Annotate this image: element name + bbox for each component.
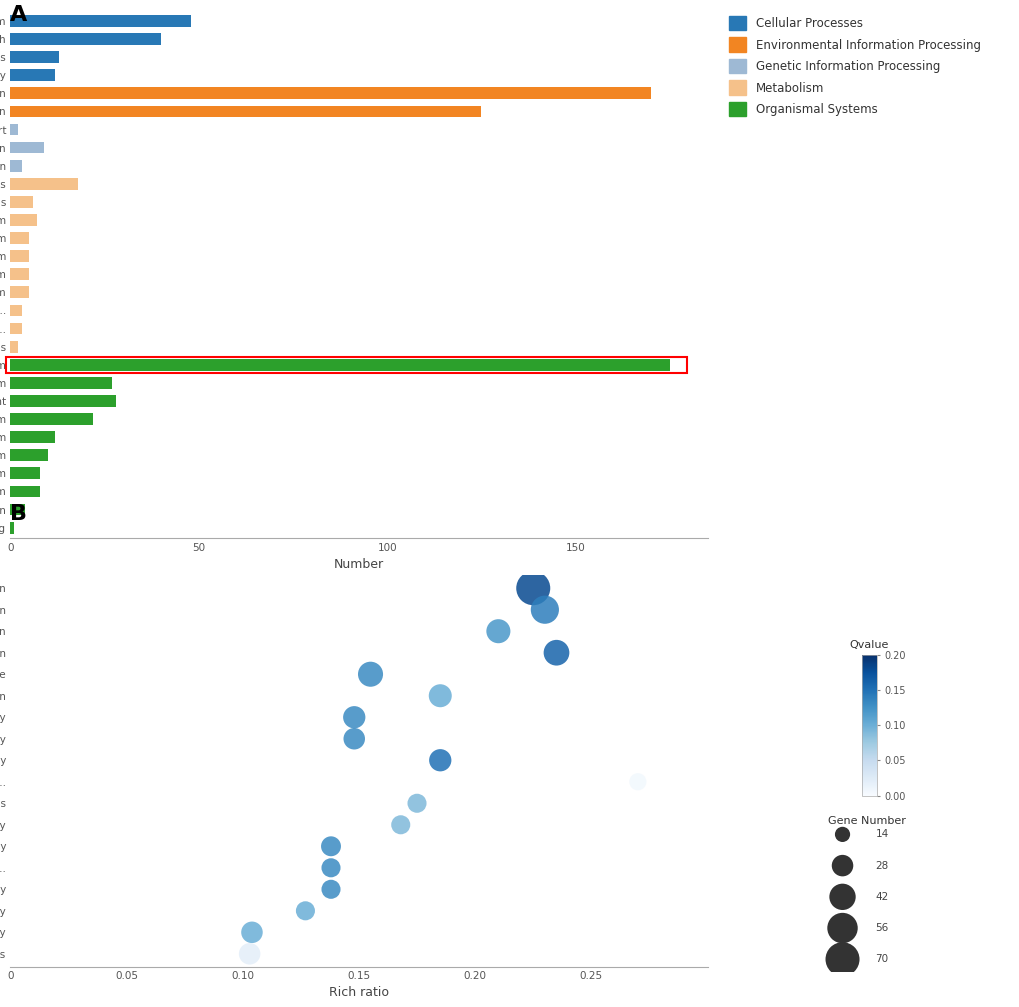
Point [834, 889, 850, 905]
Bar [10, 322, 21, 334]
Bar [10, 485, 41, 497]
Point [297, 902, 313, 918]
Point [323, 838, 339, 854]
Bar [10, 504, 25, 516]
Bar [10, 340, 17, 352]
Bar [10, 15, 191, 27]
Text: B: B [10, 504, 28, 524]
Point [362, 667, 378, 683]
Bar [10, 69, 55, 82]
Bar [10, 467, 41, 479]
Point [490, 623, 506, 639]
Point [244, 924, 260, 941]
Point [432, 752, 448, 768]
Point [345, 709, 362, 725]
Bar [10, 106, 481, 117]
Bar [10, 196, 33, 207]
Bar [10, 88, 650, 100]
Point [525, 580, 541, 596]
Point [242, 946, 258, 962]
Bar [10, 358, 669, 371]
Point [536, 601, 552, 617]
Point [834, 952, 850, 968]
Point [409, 796, 425, 812]
Bar [10, 142, 44, 153]
Point [323, 860, 339, 876]
Text: Gene Number: Gene Number [827, 816, 905, 826]
Point [392, 817, 409, 833]
X-axis label: Number: Number [333, 558, 383, 571]
Text: 42: 42 [874, 892, 888, 902]
Bar [10, 377, 112, 389]
Text: 28: 28 [874, 861, 888, 871]
X-axis label: Rich ratio: Rich ratio [328, 987, 388, 999]
Bar [10, 178, 78, 189]
Point [323, 881, 339, 897]
Bar [10, 287, 29, 298]
Point [629, 773, 645, 789]
Point [548, 644, 565, 661]
Text: Qvalue: Qvalue [849, 639, 889, 650]
Bar [10, 251, 29, 262]
Text: 70: 70 [874, 955, 888, 965]
Bar [10, 413, 93, 425]
Bar [10, 160, 21, 171]
Text: A: A [10, 5, 28, 25]
Bar [6, 356, 686, 373]
Point [345, 731, 362, 747]
Bar [10, 395, 115, 407]
Text: 56: 56 [874, 923, 888, 933]
Bar [10, 304, 21, 316]
Bar [10, 51, 59, 63]
Bar [10, 124, 17, 135]
Legend: Cellular Processes, Environmental Information Processing, Genetic Information Pr: Cellular Processes, Environmental Inform… [728, 16, 980, 117]
Point [834, 827, 850, 843]
Point [432, 688, 448, 704]
Bar [10, 449, 48, 461]
Text: 14: 14 [874, 830, 888, 840]
Bar [10, 522, 14, 534]
Bar [10, 233, 29, 244]
Bar [10, 269, 29, 280]
Bar [10, 33, 161, 45]
Point [834, 858, 850, 874]
Point [834, 920, 850, 937]
Bar [10, 431, 55, 443]
Bar [10, 214, 37, 226]
